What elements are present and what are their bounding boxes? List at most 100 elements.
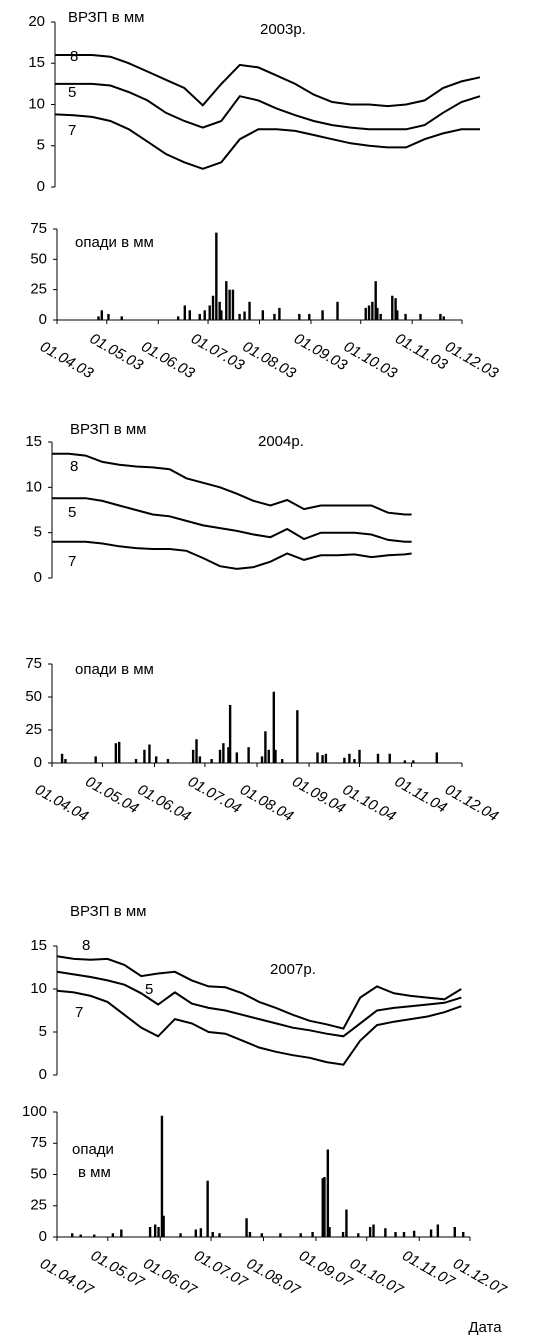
line-series	[55, 54, 481, 108]
bar	[79, 1234, 82, 1237]
x-tick-label: 01.07.07	[191, 1247, 251, 1291]
bar	[166, 759, 170, 763]
bar	[157, 1227, 160, 1237]
y-axis-label: ВРЗП в мм	[70, 421, 146, 438]
bar	[371, 301, 374, 320]
x-tick-label: 01.12.07	[450, 1255, 510, 1299]
bar	[328, 1227, 331, 1237]
bar	[324, 753, 328, 763]
y-tick-label: 0	[34, 754, 42, 771]
bar	[394, 1232, 397, 1237]
line-series	[56, 970, 462, 1038]
y-tick-label: 50	[30, 250, 47, 267]
series-label: 7	[68, 122, 76, 139]
y-tick-label: 50	[25, 688, 42, 705]
bar	[188, 310, 191, 320]
y-tick-label: 75	[30, 220, 47, 237]
series-label: 5	[145, 981, 153, 998]
y-tick-label: 100	[22, 1103, 47, 1120]
bar	[404, 313, 407, 320]
chart-title: 2003р.	[260, 21, 306, 38]
bar	[148, 1227, 152, 1237]
bar	[93, 1234, 96, 1237]
bar	[107, 313, 110, 320]
bar	[403, 760, 407, 763]
line-series	[56, 955, 462, 1030]
line-series	[52, 497, 412, 543]
bar	[206, 1180, 209, 1237]
bar	[120, 1229, 123, 1237]
y-tick-label: 25	[30, 281, 47, 298]
x-axis-label: Дата	[468, 1319, 502, 1336]
bar	[243, 311, 246, 320]
bar	[311, 1232, 314, 1237]
y-tick-label: 0	[39, 1228, 47, 1245]
bar	[348, 753, 351, 763]
bar	[203, 310, 206, 320]
x-tick-label: 01.05.04	[82, 773, 141, 817]
line-series	[54, 113, 480, 170]
y-tick-label: 15	[28, 54, 45, 71]
bar	[208, 305, 211, 320]
bar	[281, 759, 284, 763]
x-tick-label: 01.11.04	[392, 773, 450, 816]
y-tick-label: 20	[28, 13, 45, 30]
x-tick-label: 01.10.07	[347, 1255, 407, 1299]
bar	[321, 1178, 324, 1237]
bar	[394, 298, 397, 320]
bar	[367, 305, 371, 320]
chart-title: 2007р.	[270, 961, 316, 978]
bar	[120, 316, 123, 320]
bar	[396, 310, 399, 320]
bar	[118, 741, 121, 763]
bar	[364, 307, 367, 320]
bar	[296, 710, 299, 763]
bar	[353, 759, 356, 763]
bar	[160, 1115, 164, 1237]
bar	[194, 1229, 197, 1237]
bar	[114, 743, 118, 763]
bar	[391, 295, 394, 320]
bar	[153, 1224, 157, 1237]
bar	[220, 310, 223, 320]
bar	[436, 1224, 440, 1237]
bar	[60, 753, 64, 763]
bar	[199, 1228, 203, 1237]
bar	[345, 1209, 348, 1237]
bar	[412, 760, 415, 763]
bar	[272, 691, 276, 763]
bar	[143, 749, 146, 763]
x-tick-label: 01.08.04	[237, 781, 296, 825]
bar	[462, 1232, 465, 1237]
y-tick-label: 5	[39, 1023, 47, 1040]
series-label: 8	[70, 48, 78, 65]
bar	[402, 1232, 406, 1237]
bar	[231, 289, 235, 320]
bar	[154, 756, 158, 763]
bar	[274, 749, 277, 763]
y-tick-label: 5	[34, 524, 42, 541]
bar	[412, 1230, 416, 1237]
y-tick-label: 0	[39, 1066, 47, 1083]
bar	[343, 757, 346, 763]
y-tick-label: 75	[30, 1134, 47, 1151]
x-tick-label: 01.12.04	[442, 781, 501, 825]
bar	[71, 1233, 74, 1237]
chart-title: 2004р.	[258, 433, 304, 450]
bar	[326, 1149, 330, 1237]
bar	[267, 749, 270, 763]
bar	[376, 307, 379, 320]
line-series	[52, 540, 412, 570]
y-tick-label: 15	[25, 433, 42, 450]
y-tick-label: 5	[37, 137, 45, 154]
bar	[374, 281, 377, 320]
series-label: 5	[68, 504, 76, 521]
y-axis-label: ВРЗП в мм	[70, 903, 146, 920]
bar	[279, 1233, 282, 1237]
x-tick-label: 01.12.03	[442, 338, 502, 382]
bar	[376, 753, 380, 763]
bar	[341, 1232, 345, 1237]
bar	[235, 752, 239, 763]
bar	[357, 1233, 360, 1237]
